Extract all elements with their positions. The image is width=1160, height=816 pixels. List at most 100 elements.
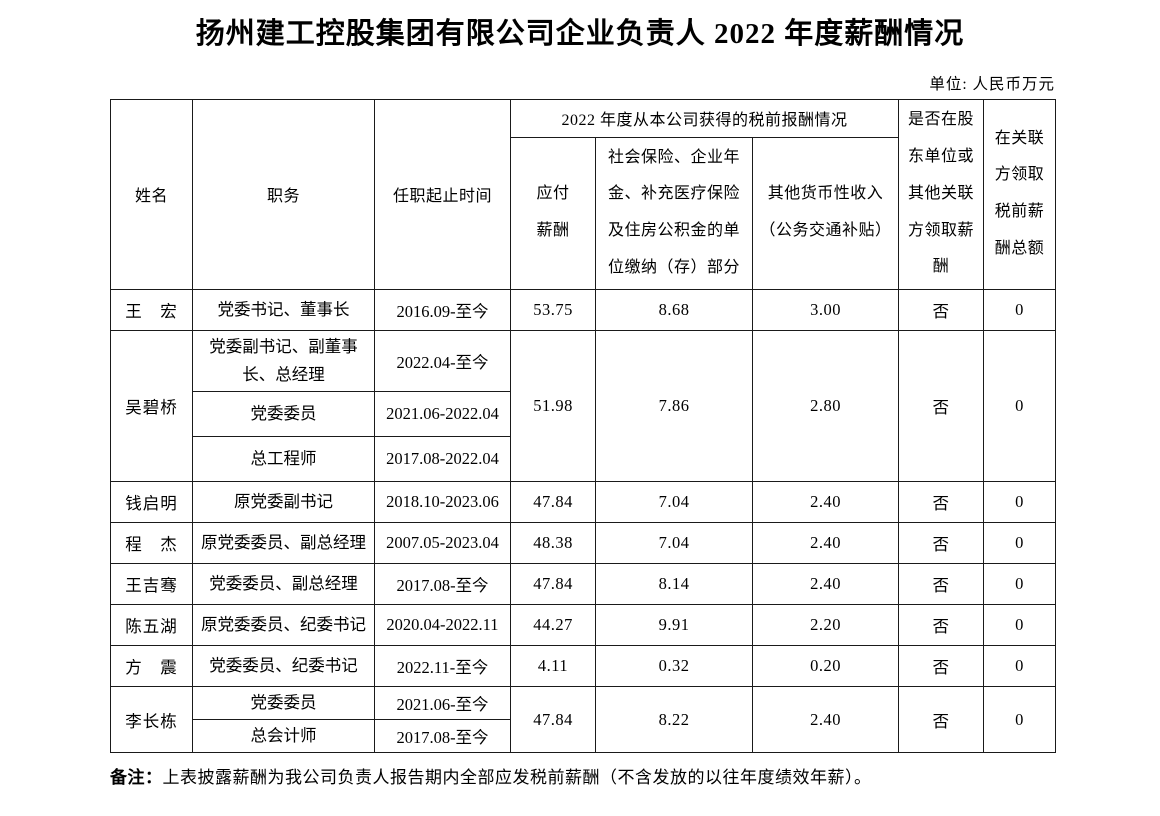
social-insurance-cell: 8.22: [595, 685, 753, 754]
tenure-cell: 2017.08-2022.04: [374, 435, 511, 482]
position-cell: 总会计师: [192, 719, 375, 754]
related-total-cell: 0: [983, 480, 1057, 523]
tenure-cell: 2017.08-至今: [374, 719, 511, 754]
related-paid-cell: 否: [898, 603, 985, 646]
other-income-cell: 2.40: [751, 521, 900, 564]
col-header-related-total: 在关联方领取税前薪酬总额: [983, 98, 1057, 290]
salary-table-body: 王 宏党委书记、董事长 2016.09-至今 53.75 8.68 3.00 否 0 吴碧桥党…: [110, 288, 1057, 754]
payable-salary-cell: 51.98: [510, 329, 596, 482]
name-cell: 吴碧桥: [110, 329, 193, 482]
social-insurance-cell: 9.91: [595, 603, 753, 646]
table-row: 陈五湖 原党委委员、纪委书记 2020.04-2022.11 44.27 9.91 2.2…: [110, 603, 1057, 646]
col-header-payable: 应付薪酬: [510, 136, 596, 290]
tenure-cell: 2021.06-2022.04: [374, 390, 511, 437]
other-income-cell: 2.40: [751, 685, 900, 754]
page-title: 扬州建工控股集团有限公司企业负责人 2022 年度薪酬情况: [195, 18, 965, 50]
tenure-cell: 2020.04-2022.11: [374, 603, 511, 646]
tenure-cell: 2018.10-2023.06: [374, 480, 511, 523]
related-total-cell: 0: [983, 288, 1057, 331]
header-row-group: 姓名 职务 任职起止时间 2022 年度从本公司获得的税前报酬情况 是否在股东单…: [110, 98, 1057, 290]
col-header-social-insurance: 社会保险、企业年金、补充医疗保险及住房公积金的单位缴纳（存）部分: [595, 136, 753, 290]
other-income-cell: 2.80: [751, 329, 900, 482]
position-cell: 党委委员: [192, 685, 375, 721]
payable-salary-cell: 47.84: [510, 480, 596, 523]
social-insurance-cell: 0.32: [595, 644, 753, 687]
position-cell: 党委副书记、副董事长、总经理: [192, 329, 375, 392]
social-insurance-cell: 8.14: [595, 562, 753, 605]
header-row-sub: 应付薪酬 社会保险、企业年金、补充医疗保险及住房公积金的单位缴纳（存）部分 其他…: [111, 136, 1056, 290]
related-total-cell: 0: [983, 329, 1057, 482]
footnote: 备注：上表披露薪酬为我公司负责人报告期内全部应发税前薪酬（不含发放的以往年度绩效…: [110, 763, 1160, 788]
payable-salary-cell: 53.75: [510, 288, 596, 331]
related-paid-cell: 否: [898, 562, 985, 605]
name-cell: 程 杰: [110, 521, 193, 564]
tenure-cell: 2007.05-2023.04: [374, 521, 511, 564]
other-income-cell: 2.20: [751, 603, 900, 646]
related-total-cell: 0: [983, 644, 1057, 687]
col-header-other-income: 其他货币性收入（公务交通补贴）: [751, 136, 900, 290]
payable-salary-cell: 48.38: [510, 521, 596, 564]
salary-table: 姓名 职务 任职起止时间 2022 年度从本公司获得的税前报酬情况 是否在股东单…: [110, 98, 1057, 754]
related-paid-cell: 否: [898, 480, 985, 523]
name-cell: 陈五湖: [110, 603, 193, 646]
other-income-cell: 0.20: [751, 644, 900, 687]
other-income-cell: 3.00: [751, 288, 900, 331]
payable-salary-cell: 47.84: [510, 562, 596, 605]
col-header-pretax-group: 2022 年度从本公司获得的税前报酬情况: [509, 98, 900, 138]
unit-label: 单位: 人民币万元: [929, 75, 1055, 93]
footnote-text: 上表披露薪酬为我公司负责人报告期内全部应发税前薪酬（不含发放的以往年度绩效年薪）…: [162, 768, 872, 788]
other-income-cell: 2.40: [751, 480, 900, 523]
payable-salary-cell: 47.84: [510, 685, 596, 754]
position-cell: 原党委副书记: [192, 480, 375, 523]
related-paid-cell: 否: [898, 521, 985, 564]
table-row: 李长栋 党委委员 2021.06-至今 47.84 8.22 2.40 否 0: [110, 685, 1057, 754]
name-cell: 李长栋: [110, 685, 193, 754]
social-insurance-cell: 7.86: [595, 329, 753, 482]
table-row: 总工程师 2017.08-2022.04: [111, 435, 1056, 482]
table-row: 吴碧桥 党委副书记、副董事长、总经理 2022.04-至今 51.98 7.86 2.80…: [110, 329, 1057, 482]
col-header-tenure: 任职起止时间: [374, 98, 511, 290]
position-cell: 原党委委员、纪委书记: [192, 603, 375, 646]
related-paid-cell: 否: [898, 685, 985, 754]
table-row: 程 杰原党委委员、副总经理 2007.05-2023.04 48.38 7.04 2.4…: [110, 521, 1057, 564]
name-cell: 王 宏: [110, 288, 193, 331]
social-insurance-cell: 7.04: [595, 480, 753, 523]
position-cell: 党委委员、副总经理: [192, 562, 375, 605]
related-total-cell: 0: [983, 521, 1057, 564]
payable-header-label: 应付薪酬: [536, 185, 570, 240]
position-cell: 党委书记、董事长: [192, 288, 375, 331]
col-header-related-paid: 是否在股东单位或其他关联方领取薪酬: [898, 98, 985, 290]
related-total-cell: 0: [983, 562, 1057, 605]
tenure-cell: 2022.04-至今: [374, 329, 511, 392]
table-row: 方 震党委委员、纪委书记 2022.11-至今 4.11 0.32 0.20 否 0: [110, 644, 1057, 687]
name-cell: 钱启明: [110, 480, 193, 523]
col-header-name: 姓名: [110, 98, 193, 290]
payable-salary-cell: 44.27: [510, 603, 596, 646]
social-insurance-cell: 8.68: [595, 288, 753, 331]
related-paid-cell: 否: [898, 288, 985, 331]
document-page: 扬州建工控股集团有限公司企业负责人 2022 年度薪酬情况 单位: 人民币万元 …: [110, 18, 1160, 788]
related-total-cell: 0: [983, 603, 1057, 646]
table-row: 钱启明 原党委副书记 2018.10-2023.06 47.84 7.04 2.40 否 0: [110, 480, 1057, 523]
name-cell: 王吉骞: [110, 562, 193, 605]
related-total-cell: 0: [983, 685, 1057, 754]
position-cell: 党委委员、纪委书记: [192, 644, 375, 687]
related-paid-cell: 否: [898, 329, 985, 482]
position-cell: 原党委委员、副总经理: [192, 521, 375, 564]
table-row: 王 宏党委书记、董事长 2016.09-至今 53.75 8.68 3.00 否 0: [110, 288, 1057, 331]
payable-salary-cell: 4.11: [510, 644, 596, 687]
table-row: 党委委员 2021.06-2022.04: [111, 390, 1056, 437]
social-insurance-cell: 7.04: [595, 521, 753, 564]
tenure-cell: 2022.11-至今: [374, 644, 511, 687]
tenure-cell: 2021.06-至今: [374, 685, 511, 721]
name-cell: 方 震: [110, 644, 193, 687]
tenure-cell: 2017.08-至今: [374, 562, 511, 605]
table-row: 总会计师 2017.08-至今: [111, 719, 1056, 754]
salary-table-header: 姓名 职务 任职起止时间 2022 年度从本公司获得的税前报酬情况 是否在股东单…: [110, 98, 1057, 290]
position-cell: 党委委员: [192, 390, 375, 437]
related-paid-cell: 否: [898, 644, 985, 687]
position-cell: 总工程师: [192, 435, 375, 482]
table-row: 王吉骞 党委委员、副总经理 2017.08-至今 47.84 8.14 2.40 否 0: [110, 562, 1057, 605]
tenure-cell: 2016.09-至今: [374, 288, 511, 331]
col-header-position: 职务: [192, 98, 375, 290]
